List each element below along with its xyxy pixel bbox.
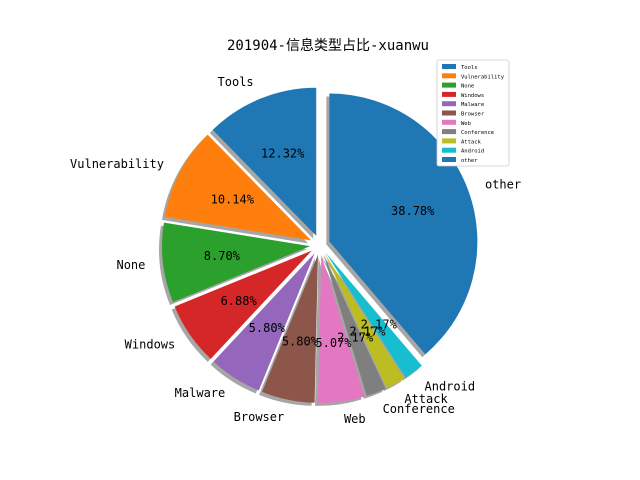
percent-label-other: 38.78%	[391, 204, 435, 218]
slice-malware	[213, 253, 315, 391]
slice-android	[325, 253, 422, 378]
category-label-none: None	[116, 258, 145, 272]
slice-conference	[323, 254, 386, 396]
pie-slices	[162, 87, 478, 403]
legend-label-tools: Tools	[461, 65, 478, 71]
category-label-attack: Attack	[404, 392, 448, 406]
legend-swatch-windows	[442, 91, 456, 97]
legend-swatch-conference	[442, 129, 456, 135]
slice-vulnerability	[165, 134, 312, 241]
percent-label-vulnerability: 10.14%	[211, 193, 255, 207]
slice-windows	[174, 250, 312, 359]
percent-label-malware: 5.80%	[249, 321, 286, 335]
legend-label-android: Android	[461, 149, 484, 155]
legend-label-vulnerability: Vulnerability	[461, 74, 505, 80]
category-label-conference: Conference	[383, 402, 455, 416]
category-label-browser: Browser	[234, 410, 285, 424]
percent-label-attack: 2.17%	[349, 325, 386, 339]
percent-label-web: 5.07%	[315, 336, 352, 350]
percent-label-windows: 6.88%	[221, 294, 258, 308]
legend-swatch-browser	[442, 110, 456, 116]
legend-swatch-vulnerability	[442, 73, 456, 79]
legend-label-none: None	[461, 84, 474, 90]
legend-label-browser: Browser	[461, 112, 485, 118]
percent-label-none: 8.70%	[204, 249, 241, 263]
legend-label-windows: Windows	[461, 93, 484, 99]
legend: Tools Vulnerability None Windows Malware Brow…	[436, 59, 510, 167]
legend-label-malware: Malware	[461, 102, 484, 108]
legend-label-attack: Attack	[461, 139, 482, 145]
category-label-web: Web	[344, 412, 366, 426]
category-labels: Tools Vulnerability None Windows Malware Brow…	[70, 75, 521, 426]
percent-label-browser: 5.80%	[282, 335, 319, 349]
slice-none	[162, 222, 311, 302]
legend-items: Tools Vulnerability None Windows Malware Brow…	[442, 64, 505, 164]
category-label-windows: Windows	[125, 338, 176, 352]
category-label-malware: Malware	[175, 386, 226, 400]
legend-swatch-tools	[442, 64, 456, 69]
chart-title: 201904-信息类型占比-xuanwu	[227, 37, 429, 54]
legend-label-other: other	[461, 158, 478, 164]
category-label-android: Android	[425, 379, 476, 393]
slice-tools	[212, 87, 317, 236]
slice-browser	[262, 254, 318, 403]
legend-label-conference: Conference	[461, 130, 494, 136]
percent-label-android: 2.17%	[361, 317, 398, 331]
legend-label-web: Web	[461, 121, 471, 127]
legend-swatch-web	[442, 119, 456, 125]
legend-swatch-attack	[442, 138, 456, 144]
legend-swatch-malware	[442, 101, 456, 107]
percent-labels: 12.32%10.14%8.70%6.88%5.80%5.80%5.07%2.1…	[204, 147, 435, 350]
percent-label-conference: 2.17%	[337, 330, 374, 344]
slice-attack	[324, 253, 405, 389]
legend-swatch-none	[442, 82, 456, 88]
legend-swatch-android	[442, 147, 456, 153]
category-label-tools: Tools	[218, 75, 254, 89]
percent-label-tools: 12.32%	[261, 147, 305, 161]
slice-web	[318, 254, 365, 403]
legend-swatch-other	[442, 157, 456, 162]
category-label-other: other	[485, 177, 521, 191]
category-label-vulnerability: Vulnerability	[70, 157, 164, 171]
